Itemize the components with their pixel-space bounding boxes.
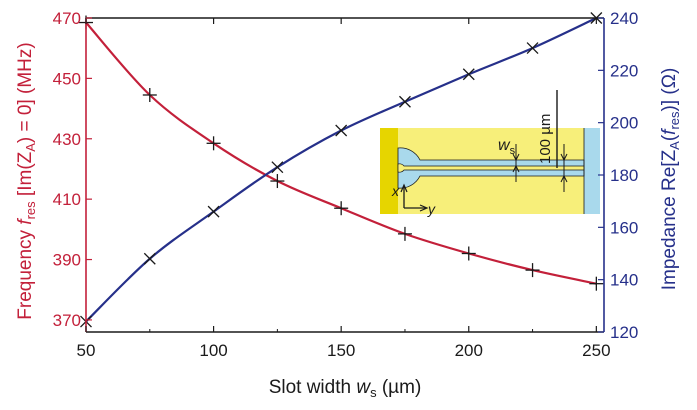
y-left-tick-label: 410	[53, 190, 81, 209]
y-right-tick-label: 140	[610, 271, 638, 290]
y-right-tick-label: 120	[610, 323, 638, 342]
x-tick-label: 250	[582, 341, 610, 360]
y-right-tick-label: 180	[610, 166, 638, 185]
y-left-tick-label: 430	[53, 130, 81, 149]
y-right-tick-label: 160	[610, 218, 638, 237]
frequency-point	[270, 174, 284, 188]
inset-axis-x-label: x	[391, 183, 400, 199]
impedance-point	[527, 43, 538, 54]
impedance-point	[399, 96, 410, 107]
frequency-point	[207, 136, 221, 150]
y-right-tick-label: 200	[610, 114, 638, 133]
x-tick-label: 200	[455, 341, 483, 360]
frequency-point	[462, 247, 476, 261]
impedance-point	[336, 125, 347, 136]
frequency-point	[398, 227, 412, 241]
inset-right-gap	[584, 128, 600, 214]
inset-dark-metal	[380, 128, 398, 214]
y-right-tick-label: 240	[610, 9, 638, 28]
y-left-tick-label: 450	[53, 69, 81, 88]
impedance-point	[208, 206, 219, 217]
x-tick-label: 150	[327, 341, 355, 360]
y-left-tick-label: 370	[53, 311, 81, 330]
x-axis-title: Slot width ws (µm)	[269, 377, 422, 400]
frequency-point	[589, 277, 603, 291]
frequency-point	[526, 263, 540, 277]
x-tick-label: 50	[77, 341, 96, 360]
y-right-tick-label: 220	[610, 61, 638, 80]
impedance-point	[144, 253, 155, 264]
impedance-point	[463, 69, 474, 80]
frequency-point	[334, 201, 348, 215]
impedance-point	[272, 162, 283, 173]
y-left-tick-label: 390	[53, 251, 81, 270]
y-right-axis-title: Impedance Re[ZA(fres)] (Ω)	[659, 68, 682, 291]
inset-axis-y-label: y	[427, 201, 436, 217]
inset-dimension-label: 100 µm	[537, 114, 554, 164]
device-inset: 100 µm ws x y	[380, 90, 600, 217]
y-left-tick-label: 470	[53, 9, 81, 28]
x-tick-label: 100	[199, 341, 227, 360]
y-left-axis-title: Frequency fres [Im(ZA) = 0] (MHz)	[15, 42, 38, 319]
